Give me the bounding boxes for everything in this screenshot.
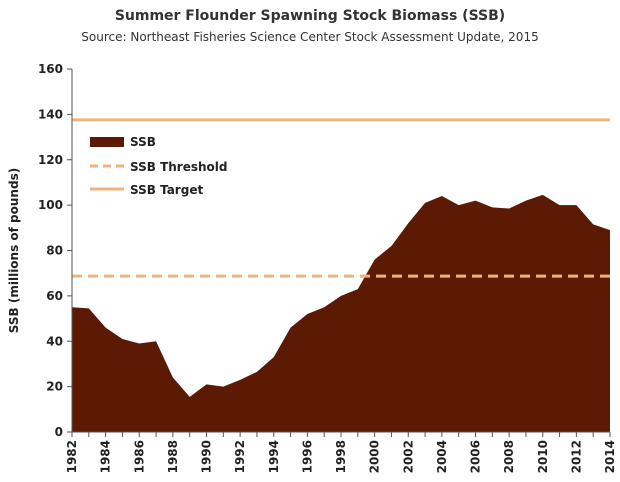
area-layer	[72, 194, 610, 432]
x-tick-label: 1998	[334, 440, 348, 473]
y-tick-label: 120	[38, 153, 63, 167]
x-tick-label: 2012	[569, 440, 583, 473]
x-tick-label: 2014	[603, 440, 617, 473]
legend-swatch-ssb	[90, 137, 124, 147]
ssb-area-series	[72, 194, 610, 432]
reference-lines	[72, 118, 610, 278]
x-tick-label: 1996	[300, 440, 314, 473]
legend-label-ssb: SSB	[130, 135, 156, 149]
x-tick-label: 1984	[99, 440, 113, 473]
x-tick-label: 1988	[166, 440, 180, 473]
x-tick-label: 2000	[368, 440, 382, 473]
y-tick-label: 0	[55, 425, 63, 439]
x-tick-label: 2004	[435, 440, 449, 473]
y-tick-label: 40	[46, 334, 63, 348]
legend-label-threshold: SSB Threshold	[130, 160, 228, 174]
y-axis-label: SSB (millions of pounds)	[7, 168, 21, 333]
chart-subtitle: Source: Northeast Fisheries Science Cent…	[81, 30, 539, 44]
x-tick-label: 2006	[469, 440, 483, 473]
chart-title: Summer Flounder Spawning Stock Biomass (…	[114, 8, 506, 24]
y-tick-label: 20	[46, 380, 63, 394]
y-axis-ticks: 0 20 40 60 80 100 120 140 160	[38, 62, 72, 439]
legend-label-target: SSB Target	[130, 183, 203, 197]
legend: SSB SSB Threshold SSB Target	[90, 135, 228, 197]
y-tick-label: 80	[46, 244, 63, 258]
x-tick-label: 1994	[267, 440, 281, 473]
x-tick-label: 2008	[502, 440, 516, 473]
x-tick-label: 2010	[536, 440, 550, 473]
x-tick-label: 1982	[65, 440, 79, 473]
x-tick-label: 1992	[233, 440, 247, 473]
y-tick-label: 160	[38, 62, 63, 76]
y-tick-label: 100	[38, 198, 63, 212]
x-axis-ticks: 1982 1984 1986 1988 1990 1992 1994 1996 1998 2000…	[65, 432, 617, 473]
x-tick-label: 1986	[132, 440, 146, 473]
y-tick-label: 60	[46, 289, 63, 303]
x-tick-label: 1990	[200, 440, 214, 473]
y-tick-label: 140	[38, 107, 63, 121]
x-tick-label: 2002	[401, 440, 415, 473]
